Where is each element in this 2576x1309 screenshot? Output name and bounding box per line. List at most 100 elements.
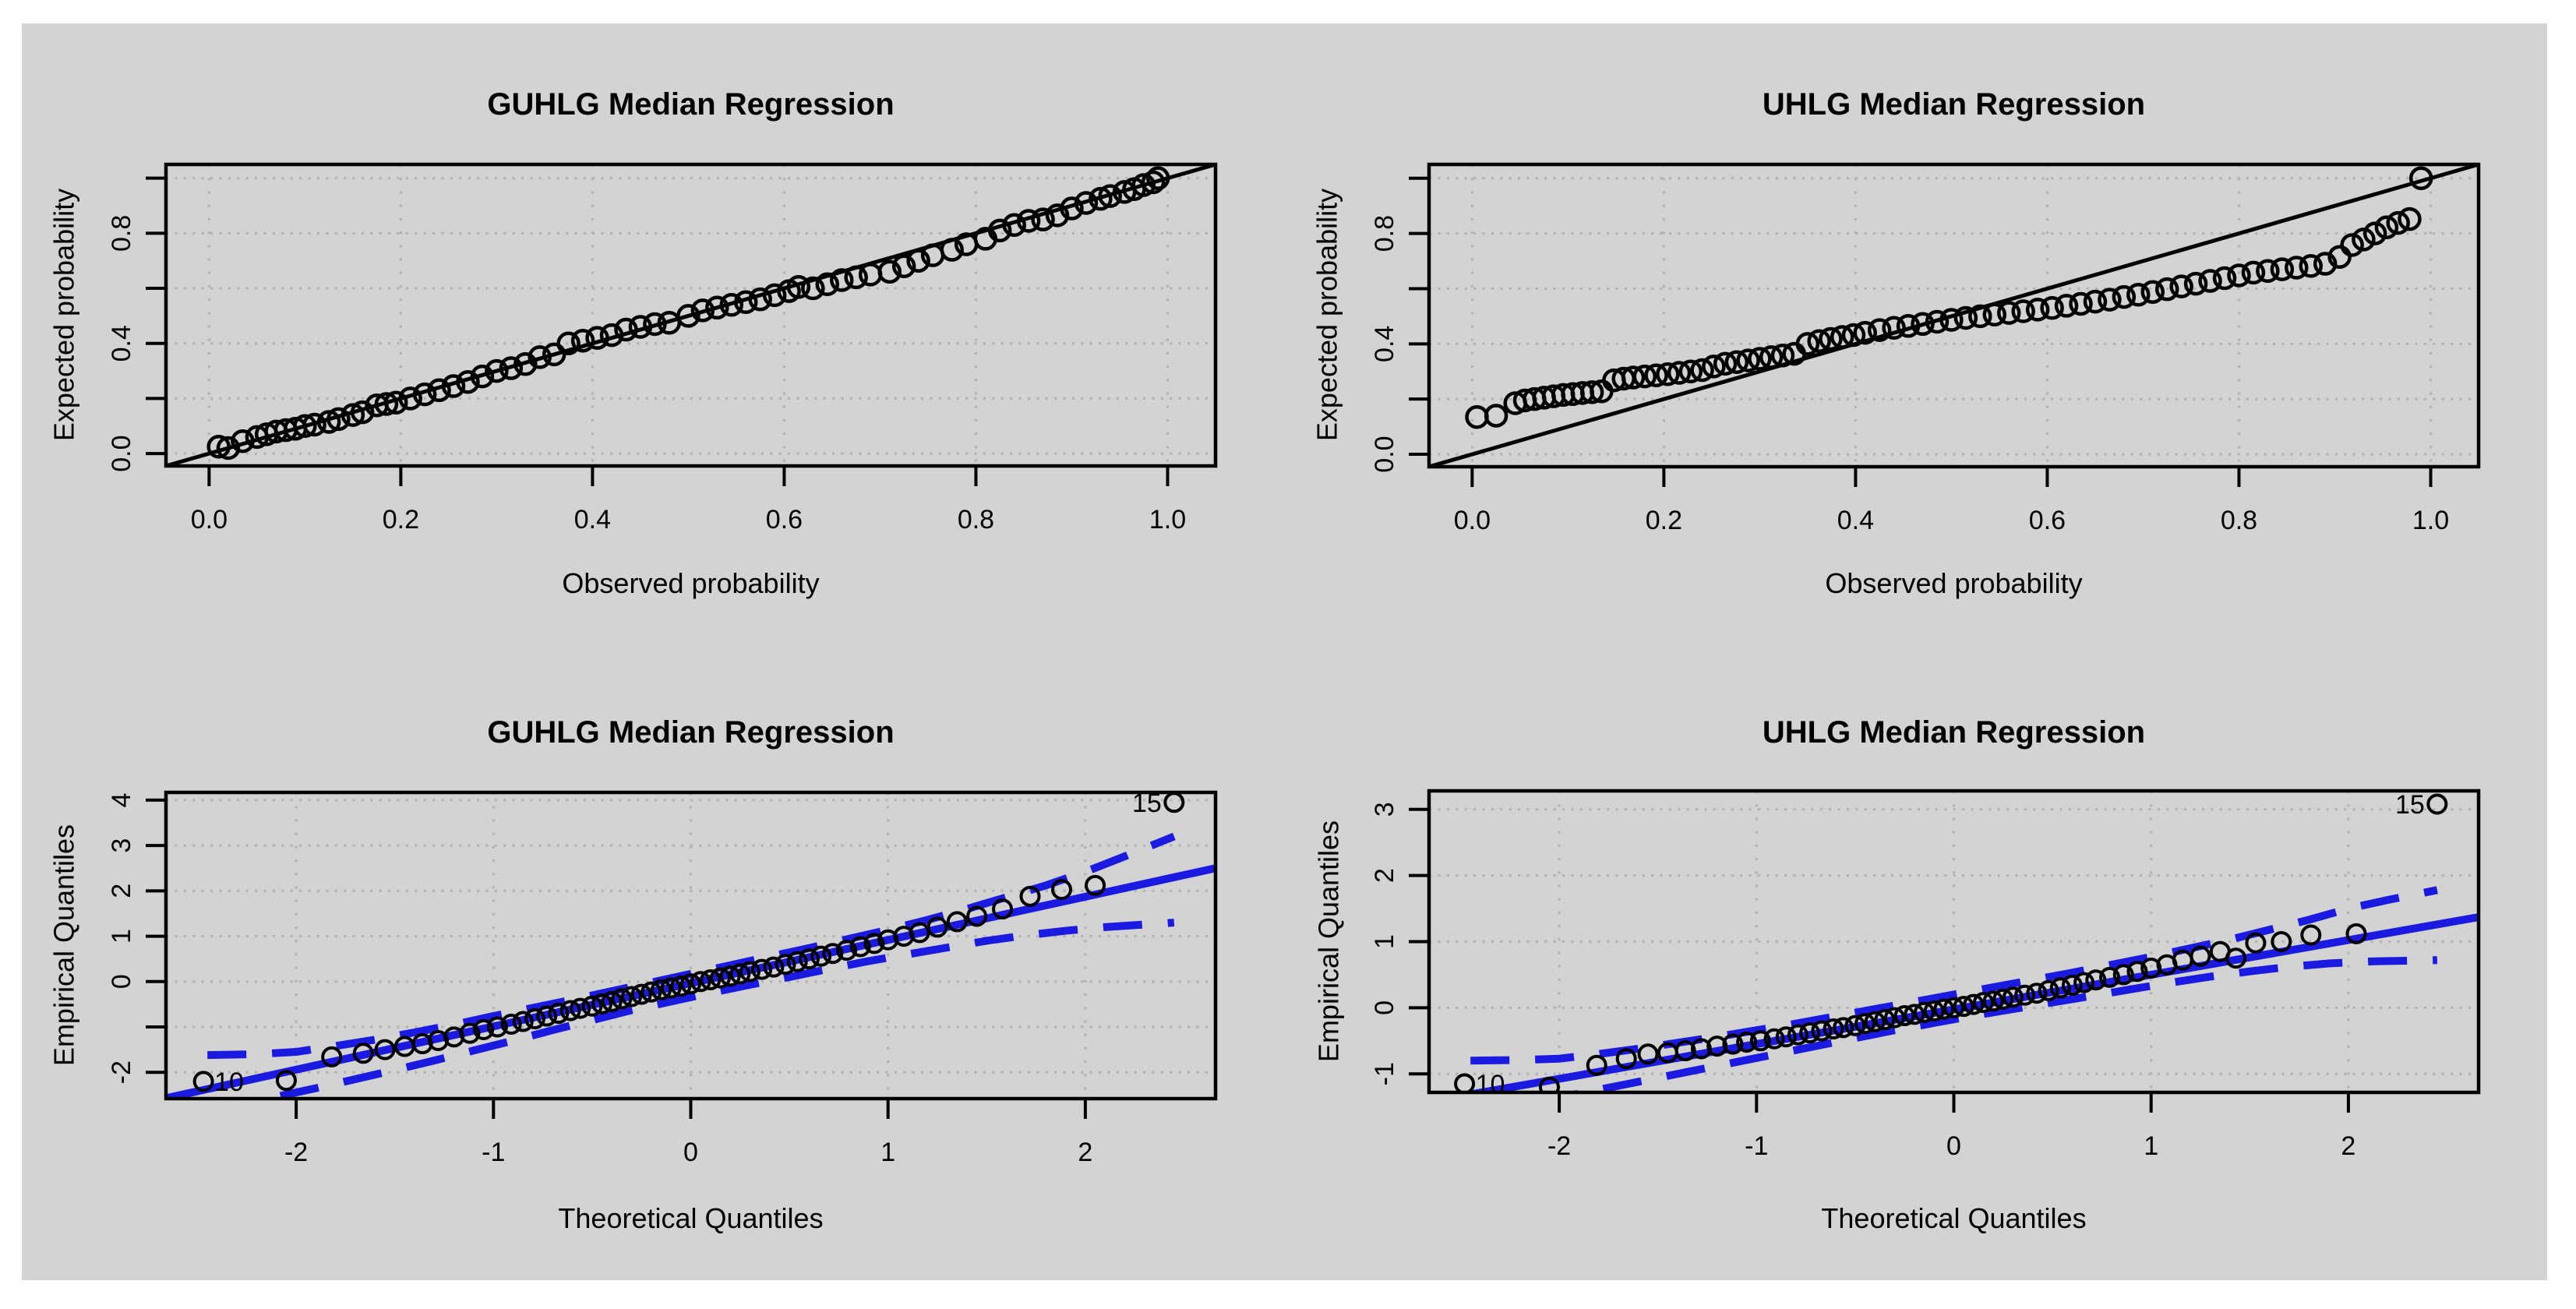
data-point	[2085, 969, 2107, 991]
data-point	[2313, 252, 2338, 276]
axis-ticks: -2 -1 0 1 2 -1 0 1 2 3	[1370, 802, 2355, 1161]
y-tick-label: 3	[1370, 802, 1399, 817]
data-point	[512, 1011, 534, 1032]
data-point	[2126, 282, 2151, 307]
data-point	[1819, 326, 1843, 351]
data-point	[2225, 947, 2247, 969]
x-axis-label-qq-guhlg: Theoretical Quantiles	[558, 1202, 824, 1234]
data-point	[1770, 343, 1795, 368]
data-point	[459, 1022, 481, 1044]
data-point	[1644, 363, 1668, 387]
data-point	[926, 916, 948, 938]
data-point	[1896, 314, 1921, 338]
data-point	[640, 981, 662, 1003]
data-point	[844, 265, 868, 290]
gridlines	[1429, 164, 2479, 467]
x-axis-label-pp-guhlg: Observed probability	[562, 567, 820, 599]
data-point	[739, 961, 760, 983]
y-tick-label: 2	[1370, 868, 1399, 883]
data-point	[987, 218, 1012, 243]
x-tick-label: 1	[2144, 1131, 2158, 1161]
data-points	[192, 792, 1185, 1092]
data-point	[1807, 329, 1831, 354]
data-point	[786, 275, 811, 299]
data-point	[1904, 1004, 1925, 1025]
outlier-label: 15	[1132, 789, 1162, 818]
data-point	[2054, 294, 2079, 318]
data-point	[786, 951, 808, 972]
data-point	[614, 317, 638, 342]
data-point	[2190, 945, 2211, 967]
data-point	[719, 292, 744, 317]
data-point	[1019, 885, 1041, 907]
data-points	[1454, 793, 2448, 1092]
data-point	[1667, 361, 1692, 385]
x-tick-label: 2	[1078, 1138, 1092, 1167]
data-point	[1051, 879, 1073, 901]
data-point	[2025, 298, 2050, 322]
x-tick-label: 0.8	[958, 505, 994, 535]
data-point	[2256, 259, 2280, 284]
data-point	[231, 429, 255, 453]
data-point	[1586, 1054, 1607, 1076]
data-point	[321, 1046, 343, 1067]
data-point	[2061, 975, 2083, 997]
x-tick-label: -2	[1547, 1131, 1571, 1161]
data-point	[1085, 874, 1106, 896]
y-tick-label: 0.8	[1370, 215, 1399, 252]
data-point	[1939, 308, 1964, 332]
data-point	[751, 958, 773, 980]
data-point	[1841, 323, 1866, 348]
data-point	[1713, 351, 1738, 376]
data-point	[1484, 404, 1509, 428]
data-point	[591, 993, 613, 1014]
data-point	[966, 905, 988, 927]
data-point	[1933, 998, 1955, 1020]
data-point	[1893, 1005, 1915, 1027]
data-point	[1045, 203, 1070, 228]
data-point	[216, 436, 241, 460]
data-point	[628, 315, 653, 339]
data-point	[528, 345, 552, 369]
y-tick-label: 2	[107, 884, 136, 898]
data-point	[2154, 277, 2179, 302]
data-point	[2271, 931, 2292, 952]
panel-title-pp-uhlg: UHLG Median Regression	[1762, 87, 2146, 122]
data-point	[815, 272, 840, 296]
x-tick-label: 0	[1946, 1131, 1961, 1161]
data-point	[500, 1014, 522, 1036]
data-point	[1775, 1026, 1797, 1048]
x-tick-label: 1.0	[2412, 506, 2449, 535]
data-point	[1923, 1000, 1945, 1022]
data-point	[441, 374, 466, 398]
data-point	[486, 1016, 508, 1038]
data-point	[651, 979, 672, 1000]
data-point	[940, 238, 964, 262]
data-point	[302, 412, 326, 437]
data-point	[1844, 1014, 1866, 1036]
data-point	[690, 298, 715, 323]
outlier-label: 10	[214, 1067, 244, 1097]
plot-box	[1427, 162, 2481, 469]
data-point	[1911, 312, 1935, 337]
data-layer	[166, 164, 1216, 466]
data-point	[427, 378, 451, 403]
data-point	[2241, 260, 2266, 285]
x-tick-label: 0.2	[383, 505, 419, 535]
x-tick-label: 2	[2341, 1131, 2355, 1161]
data-point	[1615, 1048, 1637, 1070]
data-point	[1787, 1024, 1808, 1046]
x-tick-label: 1	[880, 1138, 895, 1167]
data-point	[326, 407, 351, 432]
data-point	[1163, 792, 1185, 813]
x-tick-label: 0.6	[766, 505, 803, 535]
data-point	[1089, 186, 1113, 211]
data-point	[1724, 350, 1749, 374]
data-point	[599, 323, 624, 348]
panel-title-qq-guhlg: GUHLG Median Regression	[487, 715, 895, 750]
y-axis-label-pp-guhlg: Expected probability	[48, 188, 80, 442]
data-point	[2112, 964, 2134, 986]
data-point	[1853, 320, 1877, 345]
data-point	[946, 911, 968, 933]
data-point	[2112, 284, 2137, 309]
